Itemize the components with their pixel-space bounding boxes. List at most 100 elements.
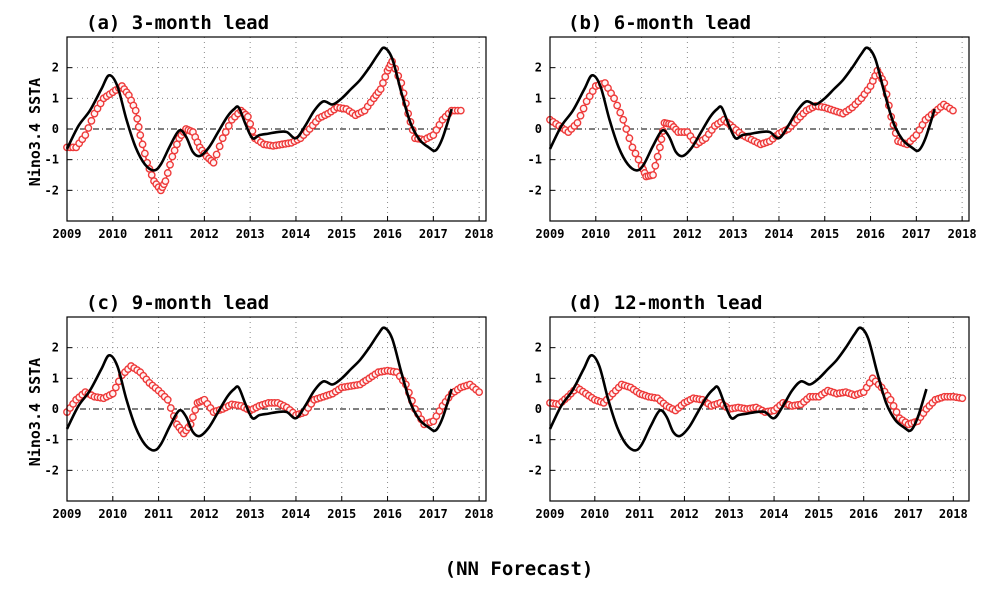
forecast-point <box>131 106 140 115</box>
forecast-point <box>651 161 660 170</box>
forecast-point <box>949 106 957 115</box>
forecast-point <box>579 104 588 113</box>
plot-frame <box>549 316 970 502</box>
x-tick-label: 2009 <box>536 507 565 521</box>
x-tick-label: 2015 <box>327 507 356 521</box>
y-tick-label: 0 <box>52 402 59 416</box>
x-tick-label: 2010 <box>98 507 127 521</box>
y-tick-label: -1 <box>528 433 542 447</box>
x-tick-label: 2016 <box>373 507 402 521</box>
y-tick-label: 1 <box>52 91 59 105</box>
y-axis-label: Nino3.4 SSTA <box>26 358 44 466</box>
x-tick-label: 2010 <box>581 227 610 241</box>
y-tick-label: 0 <box>535 402 542 416</box>
panel-title: (b) 6-month lead <box>568 12 751 34</box>
forecast-point <box>657 135 666 144</box>
forecast-point <box>475 388 484 397</box>
forecast-point <box>619 115 628 124</box>
y-tick-label: 2 <box>52 61 59 75</box>
forecast-point <box>166 160 174 169</box>
x-tick-label: 2018 <box>939 507 968 521</box>
panel-3-month-lead: (a) 3-month lead Nino3.4 SSTA 2009 2010 20… <box>26 12 494 241</box>
forecast-point <box>163 395 172 404</box>
x-tick-label: 2015 <box>810 227 839 241</box>
y-tick-label: -1 <box>528 153 542 167</box>
x-tick-label: 2017 <box>894 507 923 521</box>
forecast-point <box>108 389 117 398</box>
x-tick-label: 2014 <box>282 227 311 241</box>
y-tick-label: 1 <box>535 371 542 385</box>
panel-title: (a) 3-month lead <box>86 12 269 34</box>
forecast-point <box>191 406 200 414</box>
observed-series-line <box>548 46 936 172</box>
forecast-point <box>134 123 143 131</box>
forecast-point <box>189 413 197 422</box>
y-tick-label: -2 <box>528 463 542 477</box>
x-tick-label: 2018 <box>465 507 494 521</box>
y-tick-label: 2 <box>535 61 542 75</box>
forecast-point <box>224 122 233 130</box>
x-tick-label: 2013 <box>719 227 748 241</box>
x-tick-label: 2011 <box>627 227 656 241</box>
x-tick-label: 2009 <box>53 507 82 521</box>
x-tick-label: 2018 <box>465 227 494 241</box>
panel-12-month-lead: (d) 12-month lead 2009 2010 2011 2012 2013 20… <box>528 292 970 521</box>
x-tick-label: 2012 <box>190 227 219 241</box>
forecast-point <box>133 114 142 123</box>
y-tick-label: -1 <box>45 153 59 167</box>
y-tick-label: -2 <box>45 463 59 477</box>
forecast-point <box>653 152 662 161</box>
x-tick-label: 2011 <box>625 507 654 521</box>
forecast-point <box>628 143 637 152</box>
observed-series-line <box>548 326 928 452</box>
x-tick-label: 2011 <box>144 227 173 241</box>
forecast-point <box>84 124 93 132</box>
observed-series-line <box>65 326 453 452</box>
forecast-point <box>221 128 230 136</box>
panel-6-month-lead: (b) 6-month lead 2009 2010 2011 2012 2013 201… <box>528 12 977 241</box>
forecast-point <box>616 108 625 117</box>
x-tick-label: 2016 <box>856 227 885 241</box>
forecast-point <box>631 149 640 158</box>
forecast-point <box>166 404 175 412</box>
y-tick-label: 0 <box>535 122 542 136</box>
x-tick-label: 2017 <box>419 507 448 521</box>
forecast-point <box>243 112 252 121</box>
x-tick-label: 2013 <box>715 507 744 521</box>
forecast-point <box>634 155 643 164</box>
x-tick-label: 2012 <box>673 227 702 241</box>
forecast-point <box>140 149 149 158</box>
x-tick-label: 2014 <box>282 507 311 521</box>
forecast-point <box>209 158 218 167</box>
x-tick-label: 2012 <box>670 507 699 521</box>
x-tick-label: 2014 <box>765 227 794 241</box>
y-tick-label: 0 <box>52 122 59 136</box>
y-tick-label: -2 <box>528 183 542 197</box>
forecast-point <box>218 134 227 143</box>
y-tick-label: 2 <box>52 341 59 355</box>
x-tick-label: 2016 <box>849 507 878 521</box>
y-axis-label: Nino3.4 SSTA <box>26 78 44 186</box>
forecast-point <box>215 142 224 151</box>
x-tick-label: 2012 <box>190 507 219 521</box>
x-tick-label: 2016 <box>373 227 402 241</box>
figure-caption: (NN Forecast) <box>445 558 594 580</box>
y-tick-label: -2 <box>45 183 59 197</box>
forecast-point <box>246 119 255 128</box>
x-tick-label: 2017 <box>902 227 931 241</box>
y-tick-label: 2 <box>535 341 542 355</box>
forecast-point <box>886 395 895 404</box>
x-tick-label: 2009 <box>536 227 565 241</box>
x-tick-label: 2014 <box>760 507 789 521</box>
forecast-point <box>958 394 967 403</box>
forecast-point <box>136 131 145 140</box>
y-tick-label: 1 <box>52 371 59 385</box>
forecast-point <box>87 116 96 125</box>
forecast-point <box>889 402 898 410</box>
x-tick-label: 2009 <box>53 227 82 241</box>
forecast-point <box>161 177 170 186</box>
forecast-point <box>625 134 634 143</box>
x-tick-label: 2011 <box>144 507 173 521</box>
plot-frame <box>66 316 487 502</box>
